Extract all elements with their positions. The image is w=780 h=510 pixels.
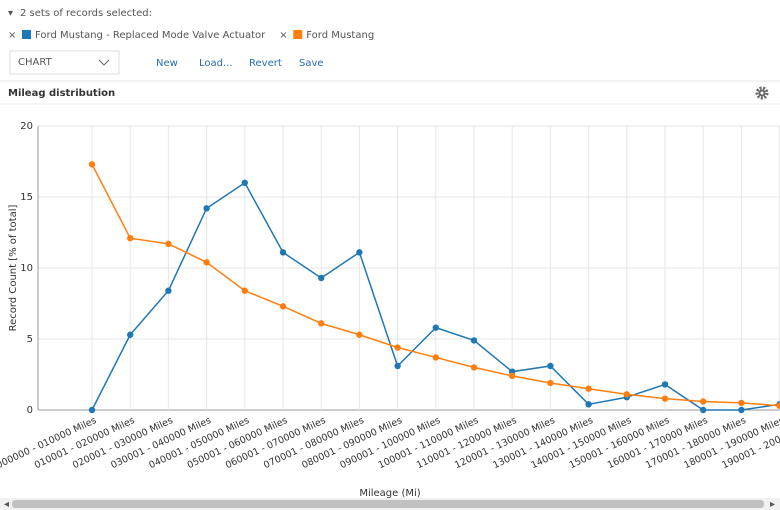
data-point	[432, 354, 439, 361]
data-point	[165, 240, 172, 248]
data-point	[318, 320, 325, 327]
scrollbar-thumb[interactable]	[12, 500, 764, 508]
data-point	[165, 287, 172, 294]
data-point	[203, 205, 210, 212]
data-point	[585, 401, 592, 408]
y-tick-label: 20	[20, 121, 33, 132]
data-point	[470, 337, 478, 344]
data-point	[241, 287, 248, 294]
data-point	[88, 406, 96, 414]
legend-remove[interactable]: ×	[8, 30, 16, 41]
data-point	[356, 331, 363, 338]
y-tick-label: 0	[27, 405, 33, 416]
data-point	[241, 179, 248, 186]
button-load[interactable]: Load...	[199, 58, 233, 69]
caret[interactable]: ▾	[8, 8, 13, 19]
data-point	[356, 249, 363, 256]
dropdown-label: CHART	[18, 57, 53, 68]
button-revert[interactable]: Revert	[249, 58, 282, 69]
legend-swatch	[293, 30, 303, 39]
legend-label: Ford Mustang	[306, 30, 374, 41]
data-point	[776, 402, 780, 409]
data-point	[394, 362, 401, 370]
x-axis-title: Mileage (Mi)	[359, 488, 420, 499]
data-point	[279, 303, 287, 310]
data-point	[432, 324, 439, 331]
panel-title: Mileag distribution	[8, 88, 115, 99]
data-point	[88, 161, 96, 168]
data-point	[318, 274, 325, 282]
scroll-right[interactable]: ▸	[770, 499, 775, 510]
legend-swatch	[22, 30, 31, 39]
legend-remove[interactable]: ×	[279, 30, 287, 41]
data-point	[547, 379, 554, 387]
legend-label: Ford Mustang - Replaced Mode Valve Actua…	[35, 30, 266, 41]
data-point	[203, 259, 210, 266]
data-point	[738, 406, 745, 414]
data-point	[738, 399, 745, 407]
dropdown-arrow	[98, 59, 110, 66]
data-point	[509, 372, 516, 380]
data-point	[585, 385, 592, 392]
button-new[interactable]: New	[156, 58, 178, 69]
data-point	[661, 381, 669, 388]
data-point	[394, 344, 401, 351]
y-tick-label: 5	[27, 334, 33, 345]
data-point	[127, 234, 134, 242]
data-point	[279, 249, 287, 256]
data-point	[623, 391, 630, 398]
y-tick-label: 15	[20, 192, 33, 203]
data-point	[470, 364, 478, 371]
data-point	[661, 395, 669, 402]
button-save[interactable]: Save	[299, 58, 324, 69]
data-point	[127, 331, 134, 338]
y-axis-title: Record Count [% of total]	[8, 205, 19, 332]
dropdown-box[interactable]	[9, 50, 120, 75]
scroll-left[interactable]: ◂	[4, 499, 9, 510]
data-point	[700, 406, 707, 414]
data-point	[547, 362, 554, 370]
gear-icon[interactable]	[755, 86, 769, 100]
selection-header: 2 sets of records selected:	[20, 8, 152, 19]
y-tick-label: 10	[20, 263, 33, 274]
data-point	[700, 398, 707, 405]
